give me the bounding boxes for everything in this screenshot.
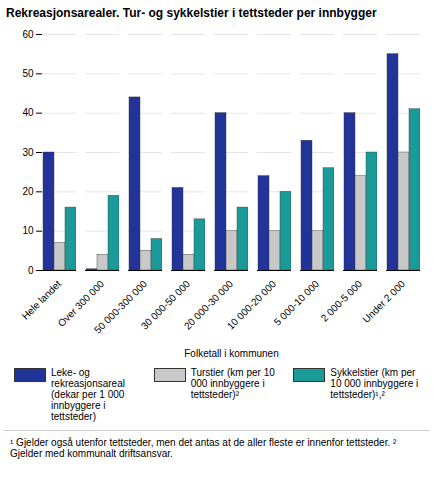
html-text:¹ Gjelder også utenfor tettste: ¹ Gjelder også utenfor tettsteder, men d… — [10, 437, 397, 459]
svg-text:Over 300 000: Over 300 000 — [55, 278, 107, 329]
html-text:Turstier (km per 10 000 innbyg: Turstier (km per 10 000 innbyggere i tet… — [190, 367, 275, 400]
svg-text:Hele landet: Hele landet — [20, 278, 64, 322]
svg-text:50 000-300 000: 50 000-300 000 — [91, 278, 150, 336]
svg-text:0: 0 — [28, 265, 34, 276]
svg-text:10 000-20 000: 10 000-20 000 — [225, 278, 279, 332]
svg-text:20 000-30 000: 20 000-30 000 — [181, 278, 236, 332]
html-text:Folketall i kommunen: Folketall i kommunen — [184, 348, 279, 359]
svg-text:5 000-10 000: 5 000-10 000 — [272, 278, 322, 328]
svg-text:60: 60 — [22, 29, 34, 40]
svg-text:50: 50 — [22, 68, 34, 79]
html-text:Sykkelstier (km per 10 000 inn: Sykkelstier (km per 10 000 innbyggere i … — [330, 367, 419, 400]
html-text:Leke- og rekreasjonsareal (dek: Leke- og rekreasjonsareal (dekar per 1 0… — [51, 367, 125, 422]
html-text:Rekreasjonsarealer. Tur- og sy: Rekreasjonsarealer. Tur- og sykkelstier … — [6, 6, 377, 20]
svg-text:30 000-50 000: 30 000-50 000 — [138, 278, 193, 332]
svg-text:Under 2 000: Under 2 000 — [360, 278, 407, 325]
svg-text:2 000-5 000: 2 000-5 000 — [319, 278, 365, 324]
svg-text:10: 10 — [22, 225, 34, 236]
svg-text:20: 20 — [22, 186, 34, 197]
svg-text:30: 30 — [22, 147, 34, 158]
svg-text:40: 40 — [22, 107, 34, 118]
